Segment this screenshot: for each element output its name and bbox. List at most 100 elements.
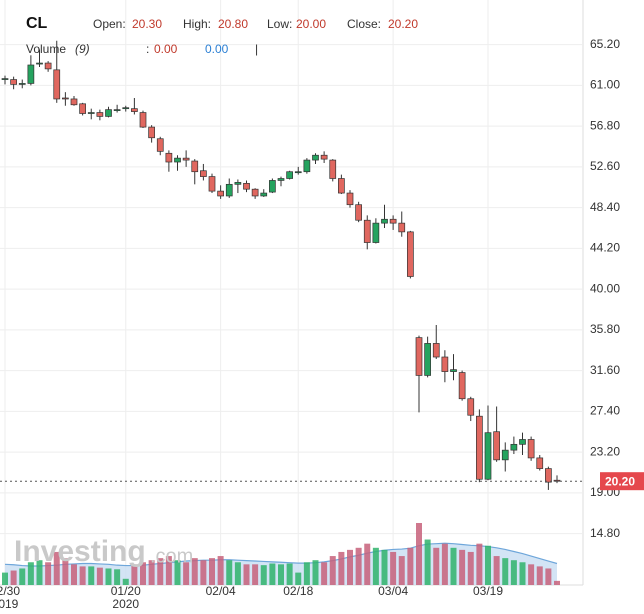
candle-body (182, 157, 190, 161)
y-tick-label: 56.80 (590, 118, 620, 132)
y-tick-label: 23.20 (590, 444, 620, 458)
candle-body (536, 457, 544, 469)
volume-bar (493, 556, 500, 585)
volume-bar (114, 569, 121, 585)
candle-body (355, 204, 362, 221)
volume-bar (157, 558, 164, 585)
volume-bar (45, 562, 52, 585)
candle-body (70, 98, 78, 106)
y-tick-label: 27.40 (590, 404, 620, 418)
candle-body (1, 78, 9, 80)
volume-bar (286, 563, 293, 585)
high-value: 20.80 (218, 17, 248, 31)
candle-body (450, 369, 457, 372)
volume-ma-line (4, 542, 558, 567)
candle-body (458, 372, 466, 400)
volume-bar (381, 549, 388, 585)
candle-body (208, 176, 216, 192)
candle-body (105, 109, 112, 117)
candle-body (329, 159, 337, 179)
x-tick-year: 2020 (112, 597, 139, 611)
candle-body (217, 190, 224, 197)
volume-bar (36, 560, 43, 585)
y-tick-label: 40.00 (590, 281, 620, 295)
volume-bar (355, 547, 362, 585)
candle-body (225, 183, 233, 197)
close-label: Close: (347, 17, 381, 31)
watermark-suffix: .com (150, 545, 193, 567)
candle-body (407, 231, 414, 277)
candle-body (62, 97, 69, 100)
volume-bar (476, 543, 483, 585)
volume-bar (209, 558, 215, 585)
price-tag-label: 20.20 (605, 474, 635, 488)
y-tick-label: 31.60 (590, 363, 620, 377)
volume-bar (536, 566, 543, 585)
candle-body (122, 107, 130, 110)
volume-bar (321, 562, 328, 585)
x-tick-label: 12/30 (0, 584, 20, 598)
volume-bar (2, 572, 8, 585)
candle-body (27, 64, 35, 84)
candle-body (338, 178, 345, 194)
volume-bar (105, 568, 112, 585)
volume-bar (329, 556, 336, 585)
candle-body (510, 443, 518, 451)
volume-bar (295, 572, 302, 585)
volume-bar (79, 566, 86, 585)
x-tick-label: 01/20 (111, 584, 141, 598)
candle-body (260, 192, 268, 197)
volume-bar (71, 564, 77, 585)
y-tick-label: 48.40 (590, 200, 620, 214)
candle-body (113, 109, 121, 111)
candle-body (44, 62, 52, 70)
volume-bar (62, 558, 69, 585)
price-tag (600, 472, 644, 491)
candle-body (346, 192, 354, 206)
low-value: 20.00 (296, 17, 326, 31)
volume-bar (510, 560, 517, 585)
candle-body (36, 62, 43, 65)
candle-body (501, 449, 509, 461)
candle-body (320, 154, 328, 160)
candle-body (545, 468, 552, 483)
volume-bar (347, 549, 353, 585)
candle-body (131, 108, 138, 112)
candle-body (191, 160, 199, 173)
volume-bar (459, 549, 466, 585)
candle-body (243, 183, 250, 190)
candle-body (363, 219, 371, 243)
volume-bar (174, 560, 181, 585)
volume-bar (234, 562, 241, 585)
volume-bar (53, 551, 60, 585)
symbol: CL (26, 15, 48, 32)
volume-bar (131, 564, 138, 585)
candle-body (415, 337, 423, 376)
volume-period: (9) (75, 42, 90, 56)
volume-bar (338, 551, 345, 585)
y-tick-label: 44.20 (590, 241, 620, 255)
candle-body (441, 356, 449, 372)
candle-body (303, 159, 311, 173)
volume-bar (502, 558, 509, 585)
volume-bar (140, 562, 146, 585)
y-tick-label: 65.20 (590, 37, 620, 51)
candle-body (53, 69, 61, 100)
open-value: 20.30 (132, 17, 162, 31)
x-tick-label: 03/19 (473, 584, 503, 598)
candle-body (269, 180, 276, 193)
volume-bar (528, 564, 535, 585)
high-label: High: (183, 17, 211, 31)
candle-body (527, 439, 535, 459)
candle-body (18, 83, 26, 85)
volume-bar (467, 551, 474, 585)
volume-bar (96, 567, 103, 585)
candle-body (139, 112, 147, 128)
volume-value: 0.00 (154, 42, 178, 56)
close-value: 20.20 (388, 17, 418, 31)
candle-body (165, 152, 173, 163)
candle-body (79, 103, 86, 114)
volume-bar (27, 562, 34, 585)
candle-body (251, 188, 259, 197)
